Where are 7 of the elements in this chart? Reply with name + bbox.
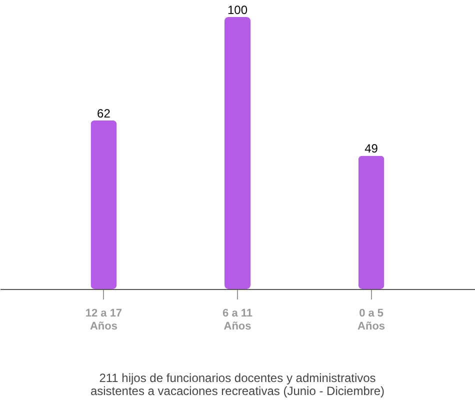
data-label: 100	[227, 3, 248, 17]
text: 211 hijos de funcionarios docentes y administrativos asistentes a vacaciones recreativas (Junio - Diciembre)	[90, 371, 385, 398]
x-tick-label: 12 a 17 Años	[85, 308, 122, 332]
x-tick-label: 6 a 11 Años	[222, 308, 252, 332]
data-label: 62	[97, 106, 111, 120]
x-tick-label: 0 a 5 Años	[358, 308, 386, 332]
data-label: 49	[364, 142, 378, 156]
